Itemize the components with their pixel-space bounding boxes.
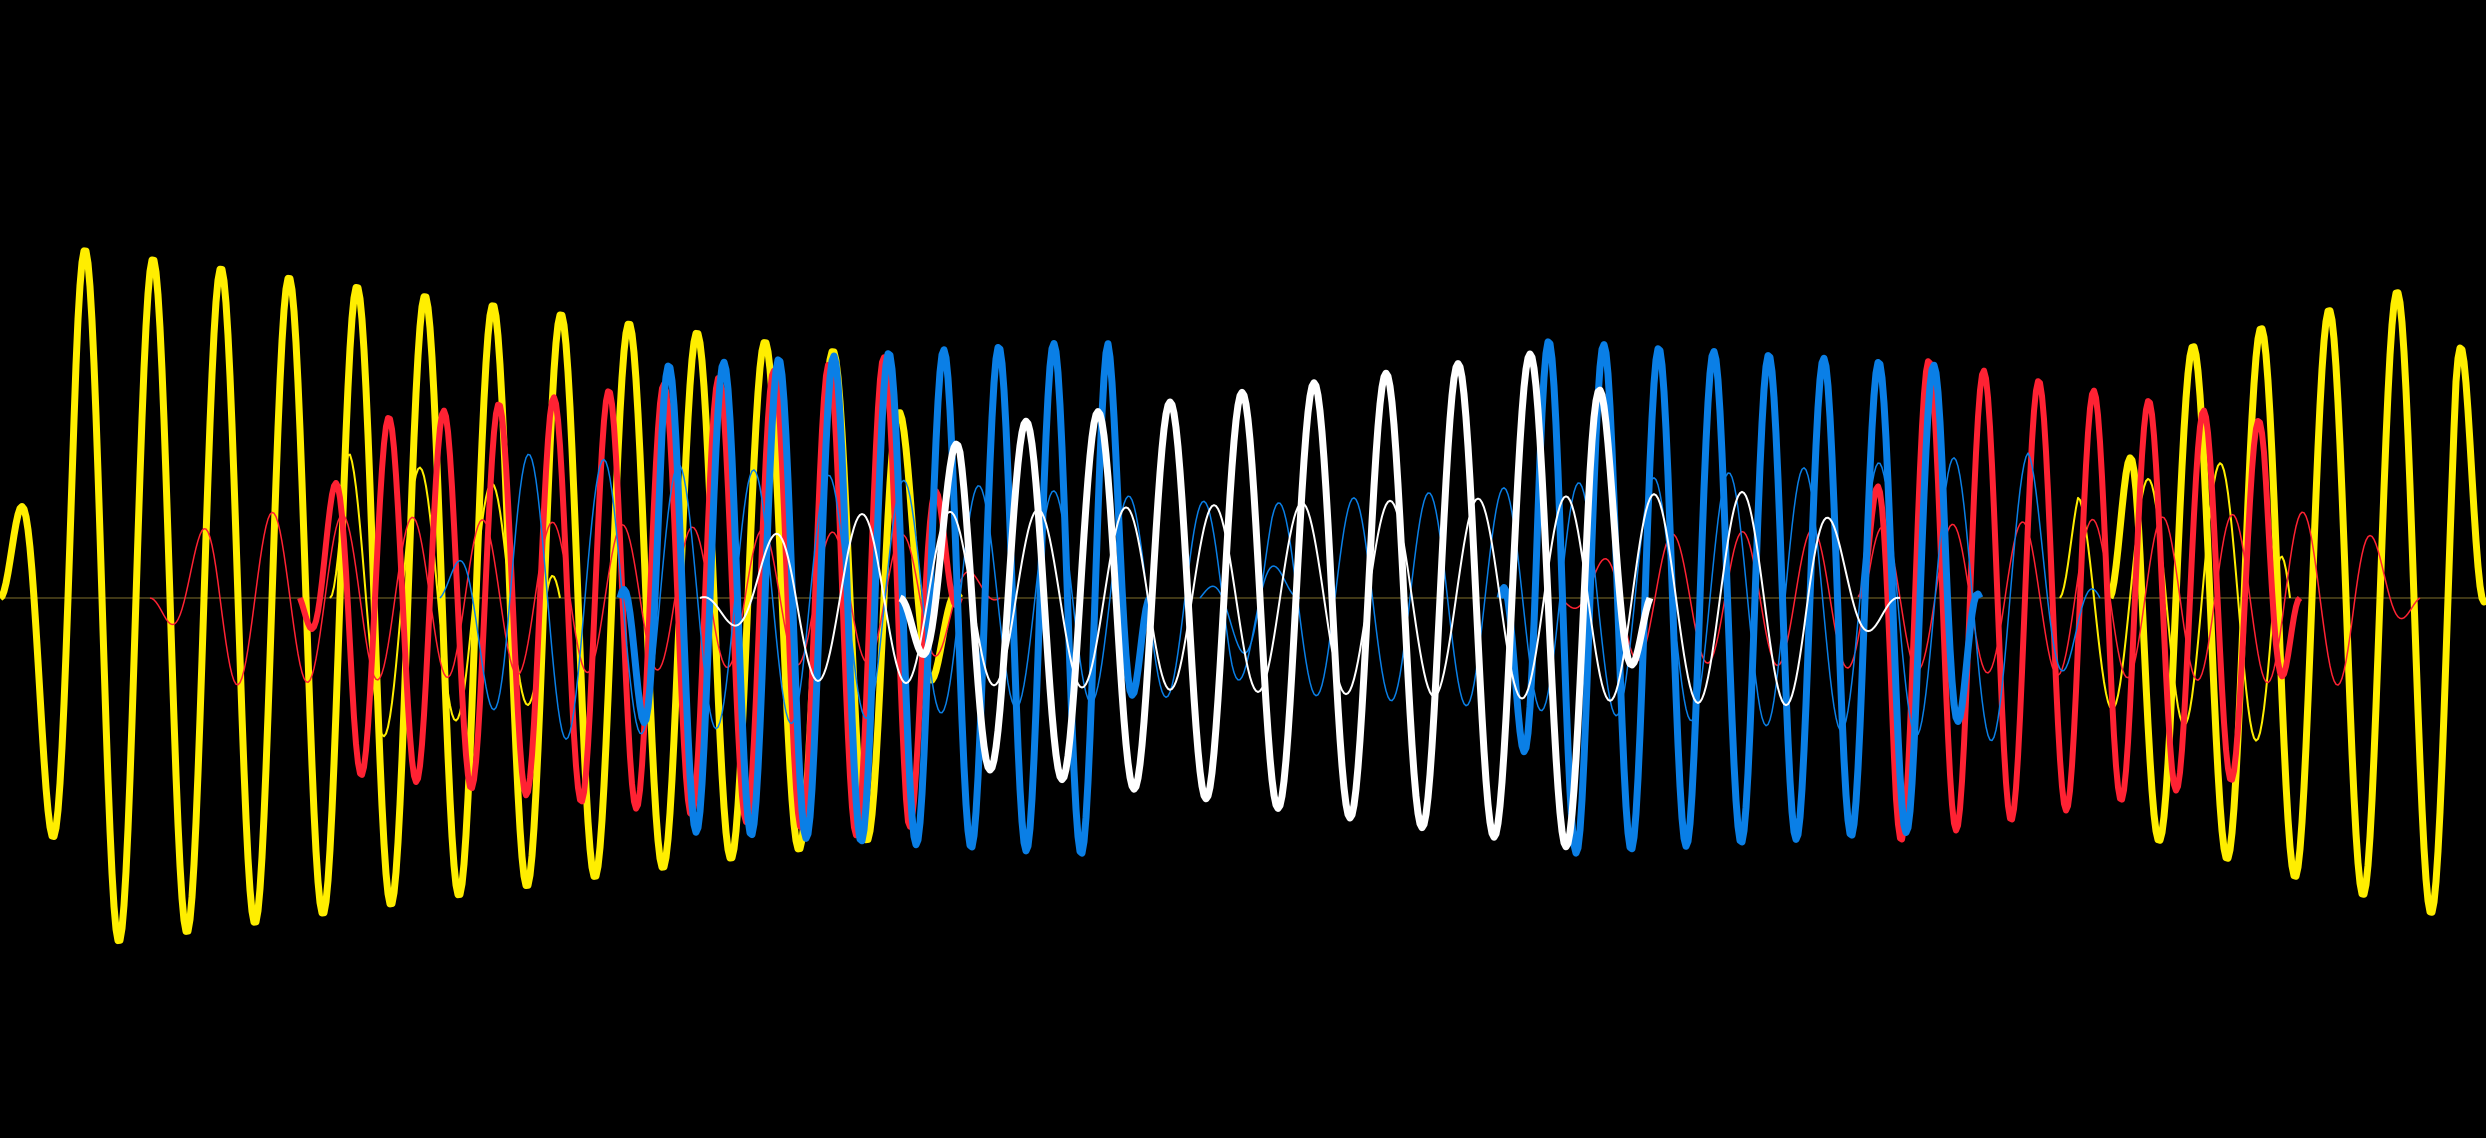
yellow-wave-thick-part-1 (0, 247, 963, 945)
yellow-wave-thin-part-2 (2059, 462, 2291, 742)
yellow-wave-thin-part-1 (329, 453, 561, 738)
blue-wave-thick-part-1 (616, 340, 1153, 857)
red-wave-thin-part-1 (149, 511, 1001, 686)
white-wave-thick (898, 350, 1654, 851)
blue-wave-thin-part-1 (439, 453, 1301, 740)
white-wave-thin (699, 490, 1901, 707)
blue-wave-thick-part-2 (1496, 338, 1984, 857)
wave-layer (0, 247, 2486, 945)
blue-wave-thin-part-2 (1199, 452, 2101, 742)
red-wave-thick-part-1 (297, 354, 963, 839)
red-wave-thick-part-2 (1857, 358, 2303, 843)
